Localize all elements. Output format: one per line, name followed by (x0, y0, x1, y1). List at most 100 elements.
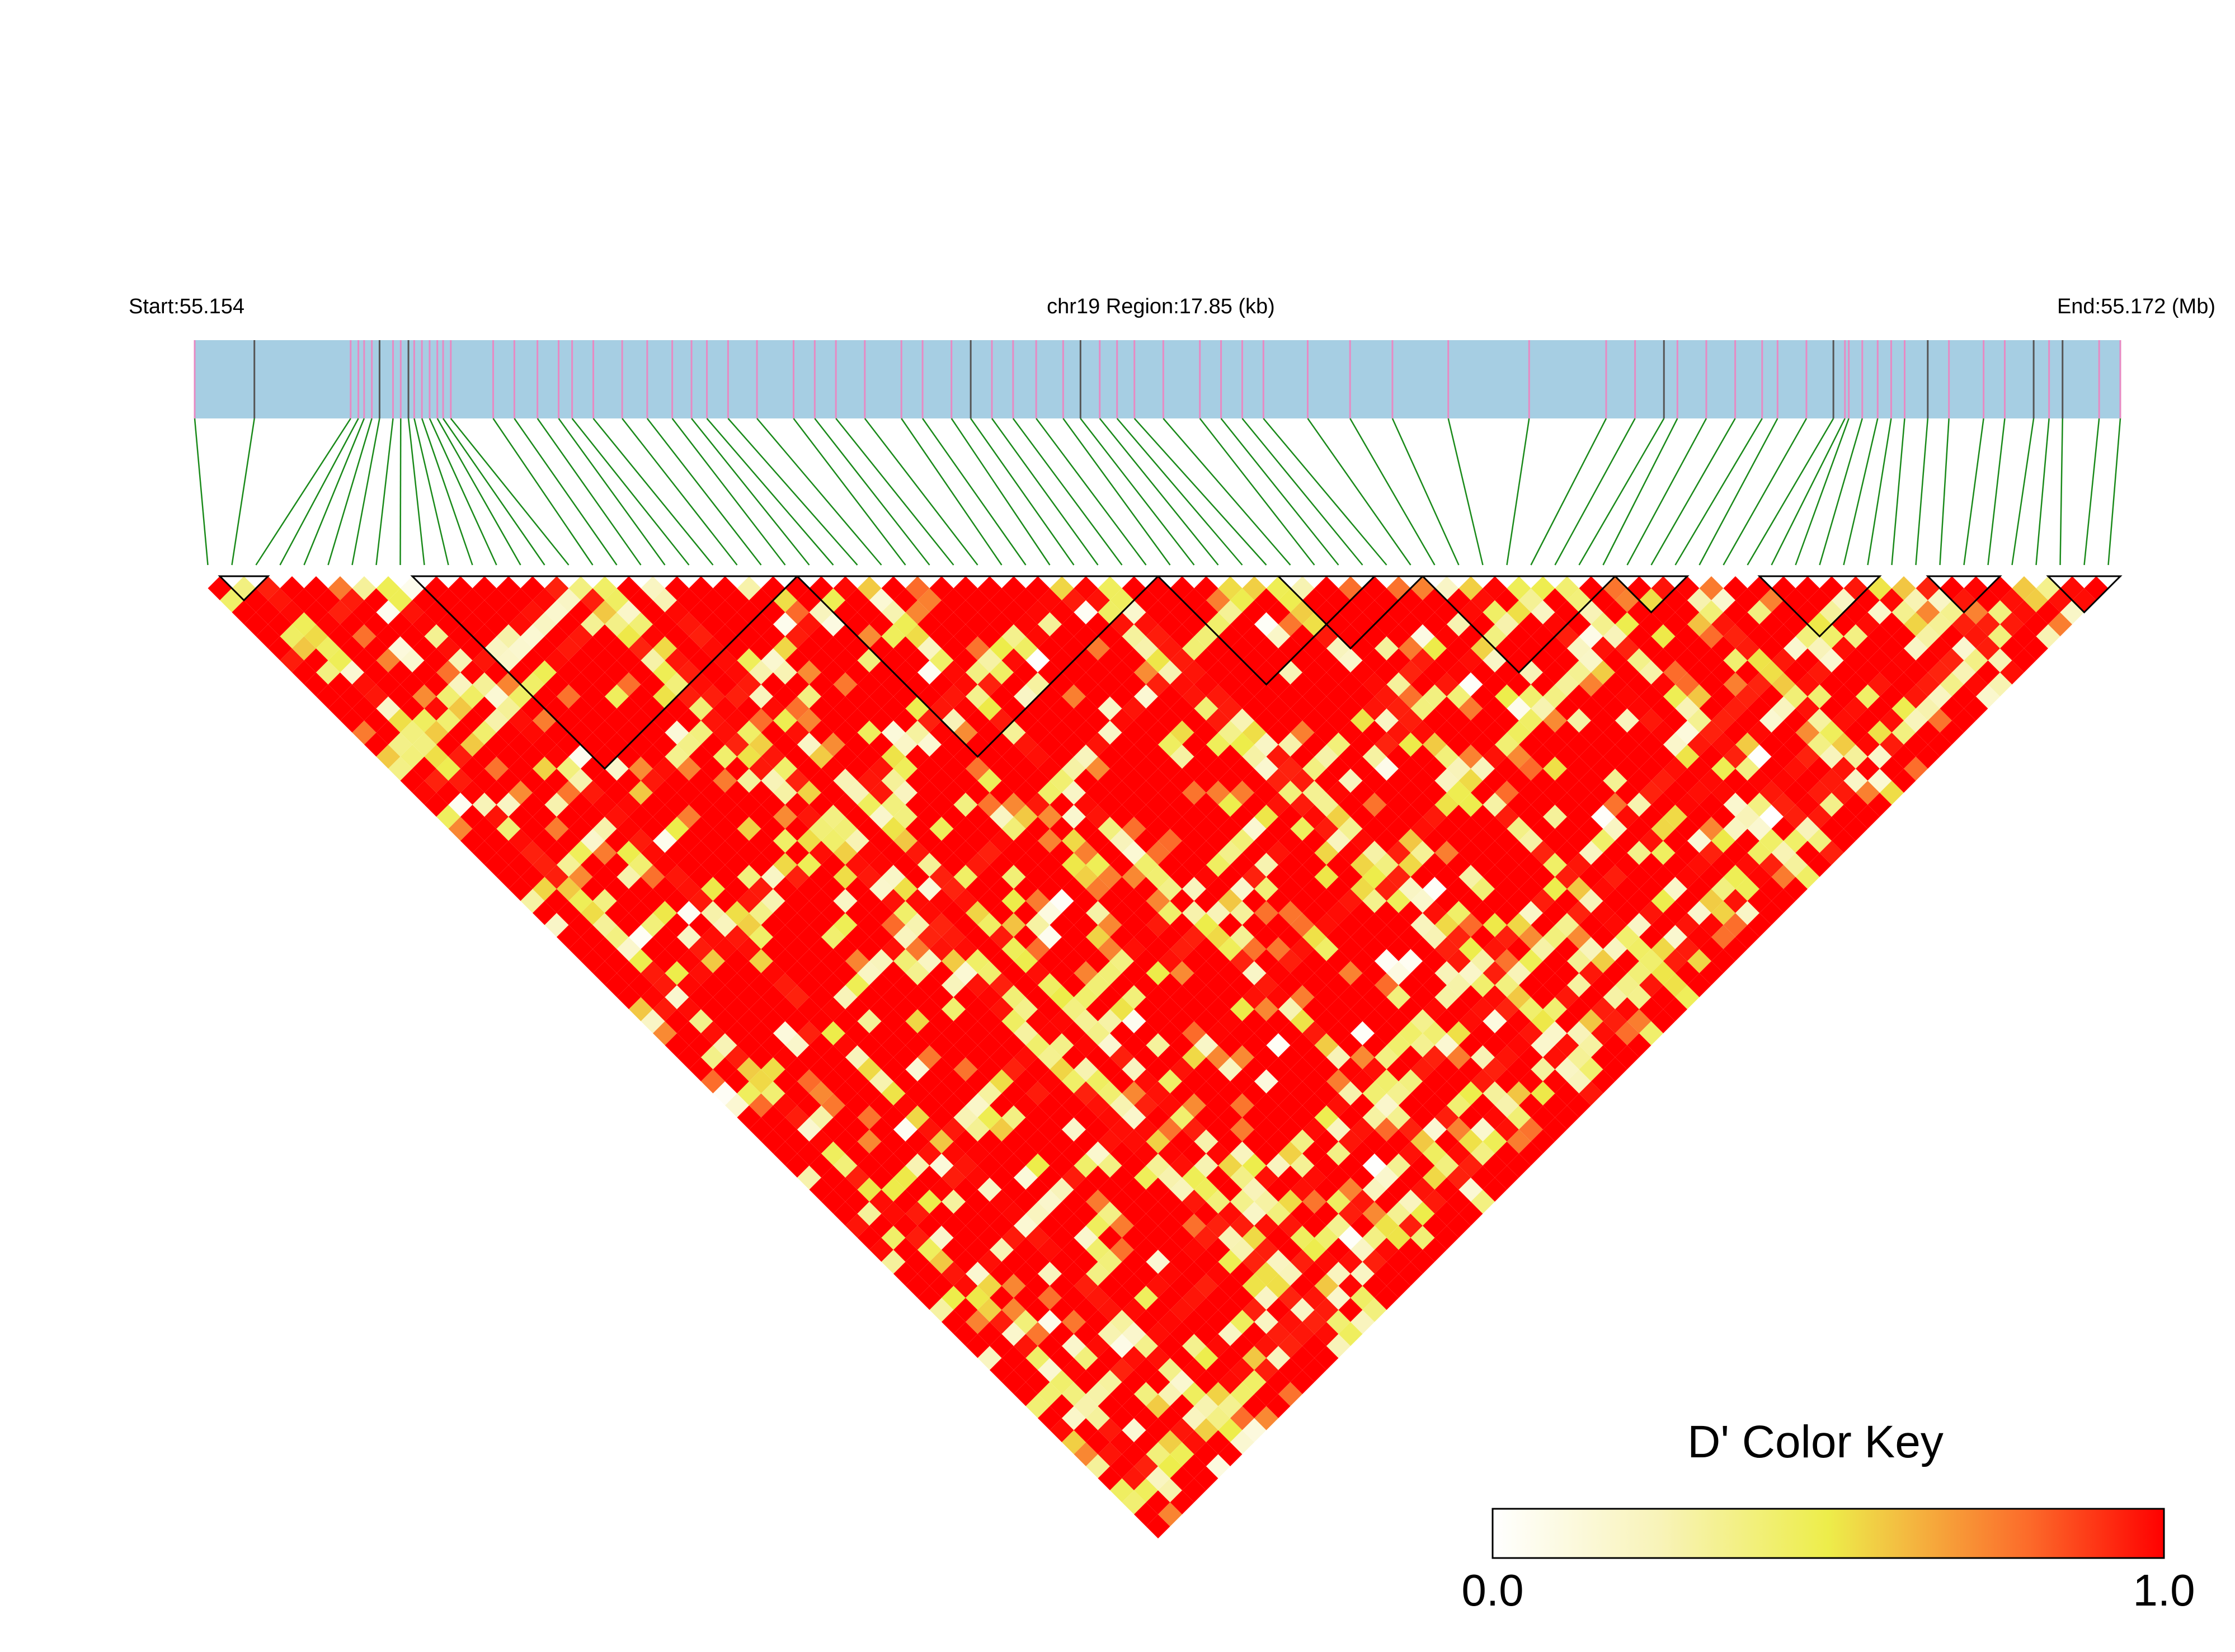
snp-connector (622, 418, 738, 566)
snp-connector (1987, 418, 2006, 566)
snp-connector (1099, 418, 1219, 566)
snp-connector (436, 418, 521, 566)
snp-connector (1116, 418, 1243, 566)
snp-connector (2059, 418, 2063, 566)
snp-connector (1391, 418, 1460, 566)
snp-connector (1530, 418, 1607, 566)
snp-connector (1506, 418, 1530, 566)
snp-connector (1578, 418, 1665, 566)
ld-block-outline (218, 575, 270, 602)
snp-connector (901, 418, 1003, 566)
ld-block-outline (2046, 575, 2123, 614)
snp-connector (1062, 418, 1171, 566)
snp-connector (835, 418, 954, 566)
snp-connector (1133, 418, 1267, 566)
snp-connector (1723, 418, 1808, 566)
end-label: End:55.172 (Mb) (2057, 295, 2215, 318)
start-label: Start:55.154 (129, 295, 244, 318)
snp-connector (991, 418, 1099, 566)
snp-connector (646, 418, 762, 566)
snp-connector (793, 418, 906, 566)
region-label: chr19 Region:17.85 (kb) (1047, 295, 1275, 318)
snp-connector (1307, 418, 1411, 566)
ld-block-outlines (218, 575, 2123, 770)
snp-connector (255, 418, 351, 566)
snp-connector (1650, 418, 1736, 566)
snp-connector (2107, 418, 2121, 566)
snp-connector (1915, 418, 1929, 566)
color-key-gradient-bar (1491, 1508, 2165, 1559)
genomic-region-track (195, 340, 2120, 418)
snp-connector (1795, 418, 1850, 566)
snp-connector (1036, 418, 1147, 566)
snp-connector (571, 418, 690, 566)
snp-connector (1674, 418, 1763, 566)
snp-connector (727, 418, 858, 566)
snp-connector (2083, 418, 2100, 566)
color-key-max-label: 1.0 (2133, 1565, 2195, 1615)
snp-connector (1771, 418, 1846, 566)
snp-connector-lines (194, 418, 2121, 566)
color-key-min-label: 0.0 (1461, 1565, 1523, 1615)
snp-connector (450, 418, 570, 566)
snp-connector (429, 418, 497, 566)
snp-connector (814, 418, 930, 566)
ld-heatmap-cells (208, 576, 2109, 1538)
ld-block-outline (1276, 575, 1425, 650)
snp-connector (327, 418, 373, 566)
snp-connector (691, 418, 810, 566)
ld-block-outline (1420, 575, 1617, 674)
ld-block-outline (1757, 575, 1882, 638)
snp-connector (1199, 418, 1315, 566)
snp-connector (1626, 418, 1707, 566)
snp-connector (421, 418, 473, 566)
color-key-title: D' Color Key (1687, 1416, 1944, 1467)
snp-connector (1263, 418, 1387, 566)
snp-connector (1819, 418, 1863, 566)
snp-connector (413, 418, 449, 566)
snp-connector (1554, 418, 1636, 566)
snp-connector (1747, 418, 1834, 566)
snp-connector (706, 418, 834, 566)
snp-connector (1241, 418, 1363, 566)
snp-connector (279, 418, 359, 566)
snp-connector (1349, 418, 1436, 566)
snp-connector (194, 418, 209, 566)
snp-connector (1080, 418, 1195, 566)
snp-connector (1220, 418, 1339, 566)
snp-connector (1698, 418, 1778, 566)
snp-connector (1939, 418, 1950, 566)
snp-connector (2011, 418, 2035, 566)
snp-connector (1963, 418, 1984, 566)
snp-connector (970, 418, 1075, 566)
snp-connector (922, 418, 1027, 566)
snp-connector (537, 418, 642, 566)
ld-block-outline (1926, 575, 2002, 614)
snp-connector (231, 418, 255, 566)
snp-connector (1602, 418, 1678, 566)
snp-connector (1447, 418, 1484, 566)
snp-connector (1891, 418, 1905, 566)
snp-connector (1012, 418, 1123, 566)
ld-block-outline (410, 575, 799, 770)
snp-tick-group (194, 340, 2121, 418)
snp-connector (671, 418, 786, 566)
snp-connector (303, 418, 365, 566)
snp-connector (1843, 418, 1879, 566)
ld-block-outline (1156, 575, 1377, 686)
snp-connector (351, 418, 380, 566)
snp-connector (514, 418, 618, 566)
snp-connector (864, 418, 978, 566)
ld-block-outline (1613, 575, 1690, 614)
snp-connector (592, 418, 714, 566)
snp-connector (756, 418, 882, 566)
snp-connector (407, 418, 425, 566)
snp-connector (375, 418, 394, 566)
snp-connector (2035, 418, 2050, 566)
snp-connector (492, 418, 594, 566)
snp-connector (558, 418, 666, 566)
ld-block-outline (795, 575, 1160, 758)
snp-connector (1163, 418, 1291, 566)
snp-connector (1867, 418, 1892, 566)
